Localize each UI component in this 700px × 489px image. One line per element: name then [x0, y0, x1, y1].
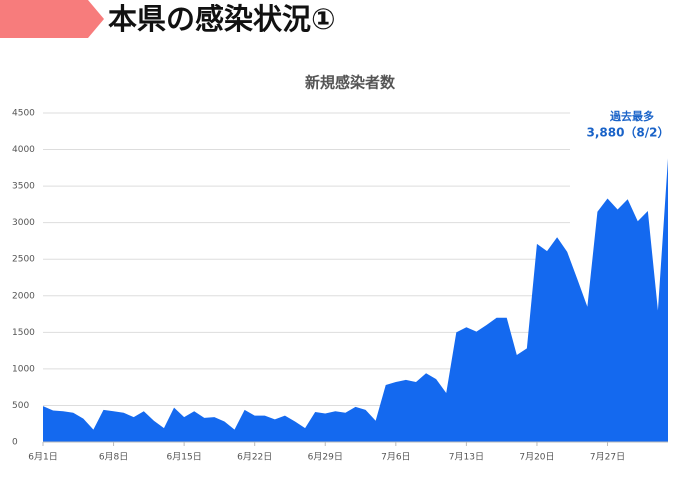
x-tick-label: 6月8日: [99, 452, 128, 463]
x-tick-label: 6月15日: [167, 452, 202, 463]
x-tick-label: 7月6日: [381, 452, 410, 463]
y-tick-label: 1000: [12, 364, 35, 374]
area: [43, 158, 668, 442]
y-tick-label: 3500: [12, 182, 35, 192]
annotation: 3,880（8/2）: [586, 125, 669, 140]
y-tick-label: 500: [12, 401, 29, 411]
x-tick-label: 6月1日: [28, 452, 57, 463]
header-arrow: [0, 0, 104, 38]
y-tick-label: 3000: [12, 218, 35, 228]
y-tick-label: 1500: [12, 328, 35, 338]
x-tick-label: 7月20日: [519, 452, 554, 463]
y-tick-label: 4000: [12, 145, 35, 155]
slide-title: 本県の感染状況①: [108, 2, 336, 36]
annotation: 過去最多: [609, 109, 654, 123]
y-tick-label: 2500: [12, 255, 35, 265]
x-tick-label: 7月13日: [449, 452, 484, 463]
chart-title: 新規感染者数: [305, 74, 396, 92]
y-tick-label: 4500: [12, 109, 35, 119]
x-tick-label: 6月22日: [237, 452, 272, 463]
x-tick-label: 7月27日: [590, 452, 625, 463]
y-tick-label: 0: [12, 438, 18, 448]
x-tick-label: 6月29日: [308, 452, 343, 463]
y-tick-label: 2000: [12, 291, 35, 301]
